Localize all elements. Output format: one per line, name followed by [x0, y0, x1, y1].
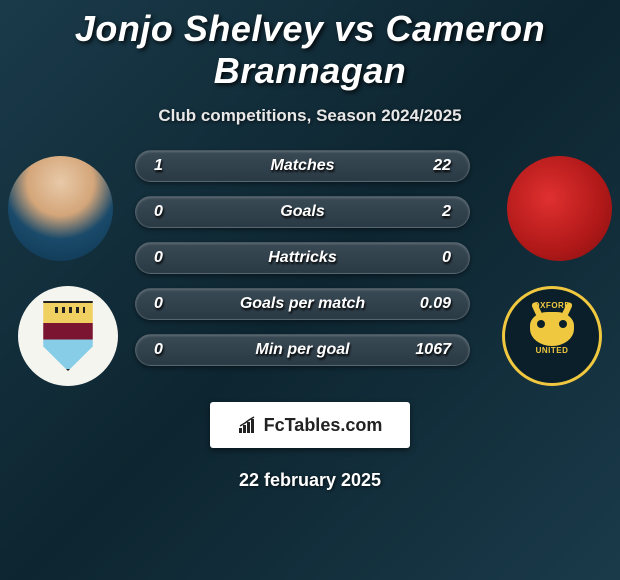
stat-rows: 1 Matches 22 0 Goals 2 0 Hattricks 0 0 G… [135, 150, 470, 380]
oxford-text-top: OXFORD [517, 301, 587, 310]
comparison-panel: OXFORD UNITED 1 Matches 22 0 Goals 2 0 H… [0, 156, 620, 406]
subtitle: Club competitions, Season 2024/2025 [0, 106, 620, 126]
stat-left-value: 0 [154, 203, 194, 221]
oxford-text-bot: UNITED [517, 346, 587, 355]
burnley-crest-icon [41, 301, 96, 371]
stat-right-value: 2 [411, 203, 451, 221]
stat-left-value: 0 [154, 341, 194, 359]
stat-left-value: 0 [154, 295, 194, 313]
stat-row-goals: 0 Goals 2 [135, 196, 470, 228]
stat-row-hattricks: 0 Hattricks 0 [135, 242, 470, 274]
page-title: Jonjo Shelvey vs Cameron Brannagan [0, 0, 620, 92]
club-left-crest [18, 286, 118, 386]
stat-right-value: 0.09 [411, 295, 451, 313]
stat-left-value: 0 [154, 249, 194, 267]
player-right-avatar [507, 156, 612, 261]
stat-right-value: 22 [411, 157, 451, 175]
brand-text: FcTables.com [264, 415, 383, 436]
oxford-crest-icon: OXFORD UNITED [517, 301, 587, 371]
player-left-avatar [8, 156, 113, 261]
stat-right-value: 1067 [411, 341, 451, 359]
stat-row-matches: 1 Matches 22 [135, 150, 470, 182]
stat-row-mpg: 0 Min per goal 1067 [135, 334, 470, 366]
stat-right-value: 0 [411, 249, 451, 267]
chart-icon [238, 416, 260, 434]
club-right-crest: OXFORD UNITED [502, 286, 602, 386]
brand-badge: FcTables.com [210, 402, 410, 448]
stat-row-gpm: 0 Goals per match 0.09 [135, 288, 470, 320]
stat-left-value: 1 [154, 157, 194, 175]
footer-date: 22 february 2025 [0, 470, 620, 491]
